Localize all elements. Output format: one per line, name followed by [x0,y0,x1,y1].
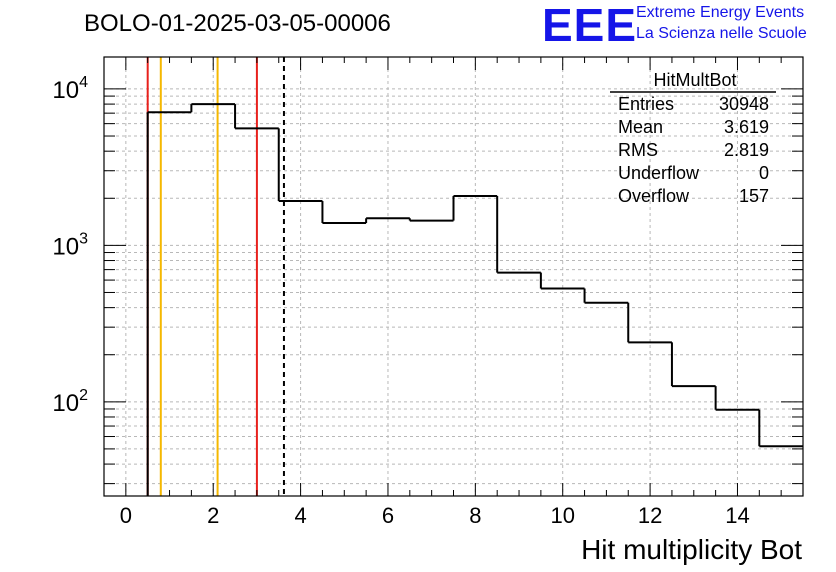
plot-frame [103,56,804,497]
stats-box: HitMultBot Entries 30948 Mean 3.619 RMS 2.819 U… [610,70,776,206]
stats-row-value: 157 [739,186,769,206]
x-tick-label: 2 [207,503,219,528]
x-tick-label: 12 [638,503,662,528]
stats-row-label: Underflow [618,163,700,183]
y-tick-label: 102 [52,387,88,417]
x-tick-label: 6 [382,503,394,528]
stats-row-value: 3.619 [724,117,769,137]
logo-line-1: Extreme Energy Events [636,4,805,21]
stats-row-value: 30948 [719,94,769,114]
x-tick-label: 10 [550,503,574,528]
stats-row-value: 2.819 [724,140,769,160]
x-tick-label: 14 [725,503,749,528]
stats-row-label: Mean [618,117,663,137]
y-tick-label: 104 [52,74,88,104]
stats-row-label: RMS [618,140,658,160]
run-title: BOLO-01-2025-03-05-00006 [84,10,391,37]
vertical-markers [146,57,285,496]
y-tick-label: 103 [52,230,88,260]
histogram-bins [146,103,803,496]
x-axis-label: Hit multiplicity Bot [581,534,802,565]
stats-row-label: Entries [618,94,674,114]
x-tick-label: 4 [294,503,306,528]
stats-box-title: HitMultBot [653,70,736,90]
stats-row-label: Overflow [618,186,690,206]
logo-mark: EEE [542,0,638,51]
grid-lines [104,57,803,496]
axes: 0 2 4 6 8 10 12 14 102 103 104 [52,56,804,528]
logo-line-2: La Scienza nelle Scuole [636,25,807,42]
stats-row-value: 0 [759,163,769,183]
x-tick-label: 8 [469,503,481,528]
x-tick-label: 0 [120,503,132,528]
